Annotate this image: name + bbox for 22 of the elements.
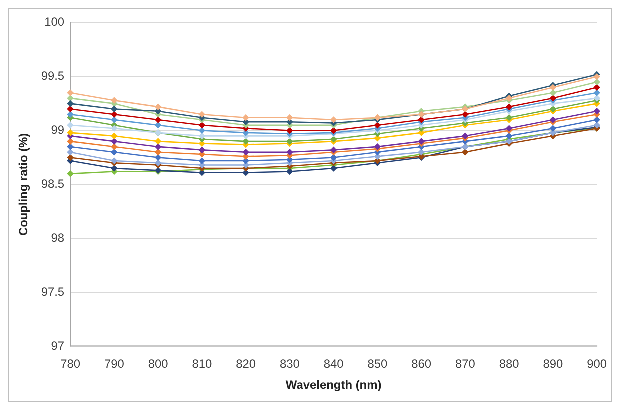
x-tick-label: 880	[499, 356, 520, 371]
x-tick-label: 830	[280, 356, 300, 371]
x-tick-label: 790	[104, 356, 125, 371]
x-tick-label: 820	[236, 356, 256, 371]
y-tick-label: 99	[51, 123, 65, 138]
x-tick-label: 810	[192, 356, 212, 371]
x-tick-label: 780	[60, 356, 81, 371]
y-axis-title: Coupling ratio (%)	[16, 133, 30, 236]
x-tick-label: 850	[368, 356, 388, 371]
x-axis-title: Wavelength (nm)	[286, 378, 382, 392]
y-tick-label: 100	[44, 15, 65, 30]
y-tick-label: 98.5	[41, 177, 65, 191]
x-tick-label: 800	[148, 356, 169, 371]
x-tick-label: 900	[587, 356, 608, 371]
x-tick-label: 860	[412, 356, 432, 371]
y-tick-label: 98	[51, 230, 65, 245]
y-tick-label: 99.5	[41, 69, 65, 84]
y-tick-label: 97.5	[41, 284, 65, 299]
x-tick-label: 870	[455, 356, 476, 371]
x-tick-label: 840	[324, 356, 344, 371]
y-tick-label: 97	[51, 338, 65, 353]
x-tick-label: 890	[543, 356, 564, 371]
